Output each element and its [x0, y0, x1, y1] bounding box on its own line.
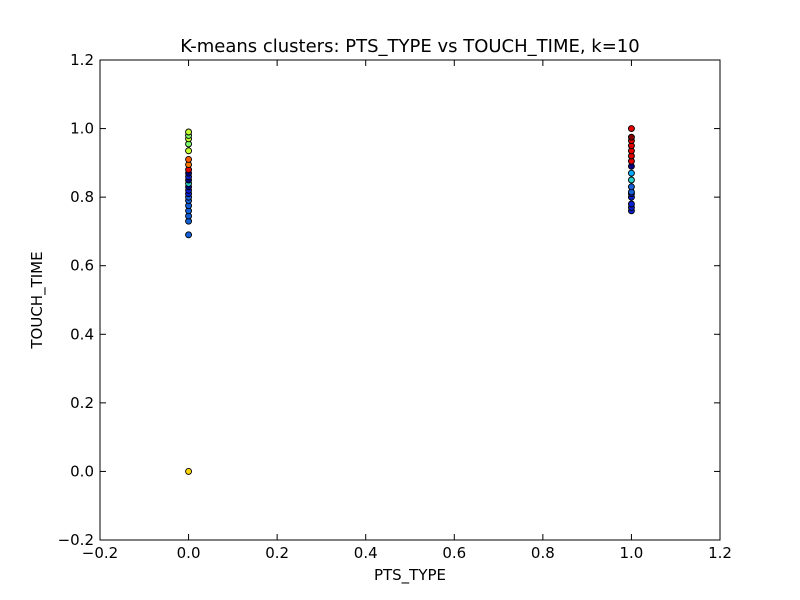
data-point [627, 169, 635, 177]
y-axis-label: TOUCH_TIME [28, 251, 47, 349]
data-point [627, 133, 635, 141]
data-point [185, 128, 193, 136]
data-point [627, 125, 635, 133]
x-tick-label: −0.2 [82, 544, 118, 562]
y-tick-label: 1.2 [70, 51, 94, 69]
y-tick-label: −0.2 [58, 531, 94, 549]
y-tick-label: 0.6 [70, 257, 94, 275]
plot-area [99, 59, 721, 541]
data-points [185, 125, 635, 475]
y-tick-label: 0.4 [70, 325, 94, 343]
x-axis: −0.2 0.0 0.2 0.4 0.6 0.8 1.0 1.2 [82, 60, 732, 562]
x-axis-label: PTS_TYPE [374, 566, 446, 585]
data-point [627, 176, 635, 184]
x-tick-label: 0.0 [177, 544, 201, 562]
x-tick-label: 0.2 [265, 544, 289, 562]
chart-title: K-means clusters: PTS_TYPE vs TOUCH_TIME… [180, 36, 639, 57]
y-tick-label: 0.0 [70, 462, 94, 480]
data-point [185, 155, 193, 163]
x-tick-label: 1.0 [619, 544, 643, 562]
data-point [627, 183, 635, 191]
x-tick-label: 1.2 [708, 544, 732, 562]
y-tick-label: 0.8 [70, 188, 94, 206]
x-tick-label: 0.8 [531, 544, 555, 562]
x-tick-label: 0.6 [442, 544, 466, 562]
data-point [185, 467, 193, 475]
data-point [627, 200, 635, 208]
x-tick-label: 0.4 [354, 544, 378, 562]
data-point [185, 231, 193, 239]
y-tick-label: 1.0 [70, 120, 94, 138]
y-axis: −0.2 0.0 0.2 0.4 0.6 0.8 1.0 1.2 [58, 51, 720, 549]
y-tick-label: 0.2 [70, 394, 94, 412]
data-point [185, 147, 193, 155]
